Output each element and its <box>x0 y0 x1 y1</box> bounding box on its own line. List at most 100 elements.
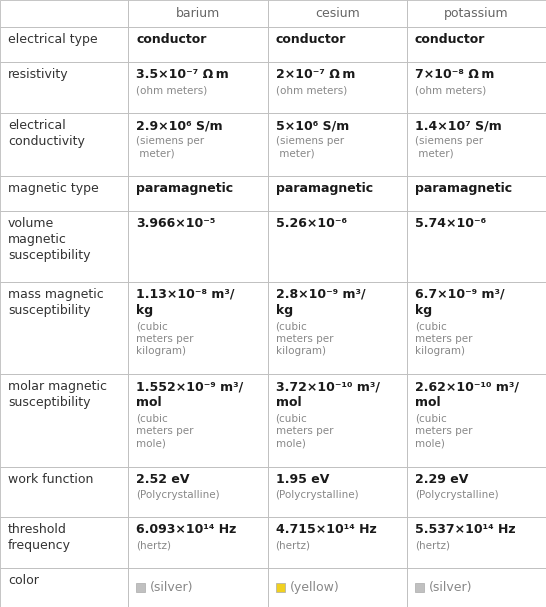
Text: (ohm meters): (ohm meters) <box>276 85 347 95</box>
Bar <box>407 211 546 282</box>
Text: 5.74×10⁻⁶: 5.74×10⁻⁶ <box>415 217 486 231</box>
Bar <box>0 0 128 27</box>
Bar <box>128 517 268 568</box>
Bar <box>128 568 268 607</box>
Bar <box>0 113 128 177</box>
Text: paramagnetic: paramagnetic <box>136 182 234 195</box>
Text: 4.715×10¹⁴ Hz: 4.715×10¹⁴ Hz <box>276 523 376 537</box>
Bar <box>0 568 128 607</box>
Text: 5.26×10⁻⁶: 5.26×10⁻⁶ <box>276 217 347 231</box>
Bar <box>276 583 284 592</box>
Text: 3.966×10⁻⁵: 3.966×10⁻⁵ <box>136 217 216 231</box>
Text: 1.552×10⁻⁹ m³/
mol: 1.552×10⁻⁹ m³/ mol <box>136 380 244 409</box>
Text: (hertz): (hertz) <box>136 540 171 550</box>
Bar <box>128 63 268 113</box>
Bar <box>0 63 128 113</box>
Bar <box>268 63 407 113</box>
Text: 5×10⁶ S/m: 5×10⁶ S/m <box>276 119 349 132</box>
Bar <box>407 467 546 517</box>
Text: potassium: potassium <box>444 7 509 20</box>
Bar <box>407 177 546 211</box>
Text: 2.8×10⁻⁹ m³/
kg: 2.8×10⁻⁹ m³/ kg <box>276 288 365 317</box>
Text: (cubic
meters per
kilogram): (cubic meters per kilogram) <box>276 321 333 356</box>
Bar <box>268 177 407 211</box>
Text: (Polycrystalline): (Polycrystalline) <box>136 490 220 500</box>
Text: molar magnetic
susceptibility: molar magnetic susceptibility <box>8 380 107 409</box>
Text: (hertz): (hertz) <box>276 540 311 550</box>
Text: (cubic
meters per
kilogram): (cubic meters per kilogram) <box>136 321 194 356</box>
Bar <box>268 374 407 467</box>
Bar <box>268 568 407 607</box>
Text: volume
magnetic
susceptibility: volume magnetic susceptibility <box>8 217 91 262</box>
Bar <box>407 568 546 607</box>
Text: conductor: conductor <box>276 33 346 46</box>
Text: 5.537×10¹⁴ Hz: 5.537×10¹⁴ Hz <box>415 523 515 537</box>
Bar <box>268 113 407 177</box>
Text: (cubic
meters per
mole): (cubic meters per mole) <box>415 414 472 449</box>
Text: resistivity: resistivity <box>8 69 69 81</box>
Text: (Polycrystalline): (Polycrystalline) <box>415 490 498 500</box>
Bar <box>0 517 128 568</box>
Text: 7×10⁻⁸ Ω m: 7×10⁻⁸ Ω m <box>415 69 494 81</box>
Bar <box>0 211 128 282</box>
Text: (hertz): (hertz) <box>415 540 450 550</box>
Bar <box>407 0 546 27</box>
Bar <box>128 0 268 27</box>
Bar <box>0 467 128 517</box>
Bar <box>128 27 268 63</box>
Text: conductor: conductor <box>136 33 207 46</box>
Text: 2×10⁻⁷ Ω m: 2×10⁻⁷ Ω m <box>276 69 355 81</box>
Bar <box>128 113 268 177</box>
Text: work function: work function <box>8 473 93 486</box>
Text: 1.13×10⁻⁸ m³/
kg: 1.13×10⁻⁸ m³/ kg <box>136 288 235 317</box>
Text: (cubic
meters per
mole): (cubic meters per mole) <box>276 414 333 449</box>
Text: 3.5×10⁻⁷ Ω m: 3.5×10⁻⁷ Ω m <box>136 69 229 81</box>
Bar <box>128 211 268 282</box>
Text: 6.093×10¹⁴ Hz: 6.093×10¹⁴ Hz <box>136 523 236 537</box>
Bar <box>407 374 546 467</box>
Bar <box>407 27 546 63</box>
Bar <box>268 467 407 517</box>
Text: (siemens per
 meter): (siemens per meter) <box>415 136 483 158</box>
Bar <box>268 27 407 63</box>
Bar <box>407 517 546 568</box>
Text: 2.62×10⁻¹⁰ m³/
mol: 2.62×10⁻¹⁰ m³/ mol <box>415 380 519 409</box>
Text: color: color <box>8 574 39 587</box>
Text: 1.95 eV: 1.95 eV <box>276 473 329 486</box>
Text: cesium: cesium <box>315 7 359 20</box>
Text: (ohm meters): (ohm meters) <box>136 85 207 95</box>
Text: 2.52 eV: 2.52 eV <box>136 473 190 486</box>
Bar <box>0 282 128 374</box>
Text: 6.7×10⁻⁹ m³/
kg: 6.7×10⁻⁹ m³/ kg <box>415 288 505 317</box>
Text: (siemens per
 meter): (siemens per meter) <box>276 136 343 158</box>
Text: threshold
frequency: threshold frequency <box>8 523 71 552</box>
Bar <box>128 177 268 211</box>
Text: (cubic
meters per
kilogram): (cubic meters per kilogram) <box>415 321 472 356</box>
Bar <box>136 583 145 592</box>
Bar <box>268 211 407 282</box>
Text: magnetic type: magnetic type <box>8 182 99 195</box>
Text: paramagnetic: paramagnetic <box>415 182 512 195</box>
Bar <box>268 517 407 568</box>
Text: mass magnetic
susceptibility: mass magnetic susceptibility <box>8 288 104 317</box>
Bar <box>407 113 546 177</box>
Text: (silver): (silver) <box>429 581 472 594</box>
Bar <box>407 282 546 374</box>
Text: (siemens per
 meter): (siemens per meter) <box>136 136 204 158</box>
Text: (cubic
meters per
mole): (cubic meters per mole) <box>136 414 194 449</box>
Bar <box>128 467 268 517</box>
Text: electrical
conductivity: electrical conductivity <box>8 119 85 148</box>
Bar <box>0 27 128 63</box>
Text: electrical type: electrical type <box>8 33 98 46</box>
Text: paramagnetic: paramagnetic <box>276 182 373 195</box>
Text: (silver): (silver) <box>150 581 194 594</box>
Text: conductor: conductor <box>415 33 485 46</box>
Text: (yellow): (yellow) <box>289 581 339 594</box>
Bar <box>128 374 268 467</box>
Bar <box>0 177 128 211</box>
Bar <box>268 282 407 374</box>
Text: 2.29 eV: 2.29 eV <box>415 473 468 486</box>
Text: 2.9×10⁶ S/m: 2.9×10⁶ S/m <box>136 119 223 132</box>
Bar <box>268 0 407 27</box>
Bar <box>415 583 424 592</box>
